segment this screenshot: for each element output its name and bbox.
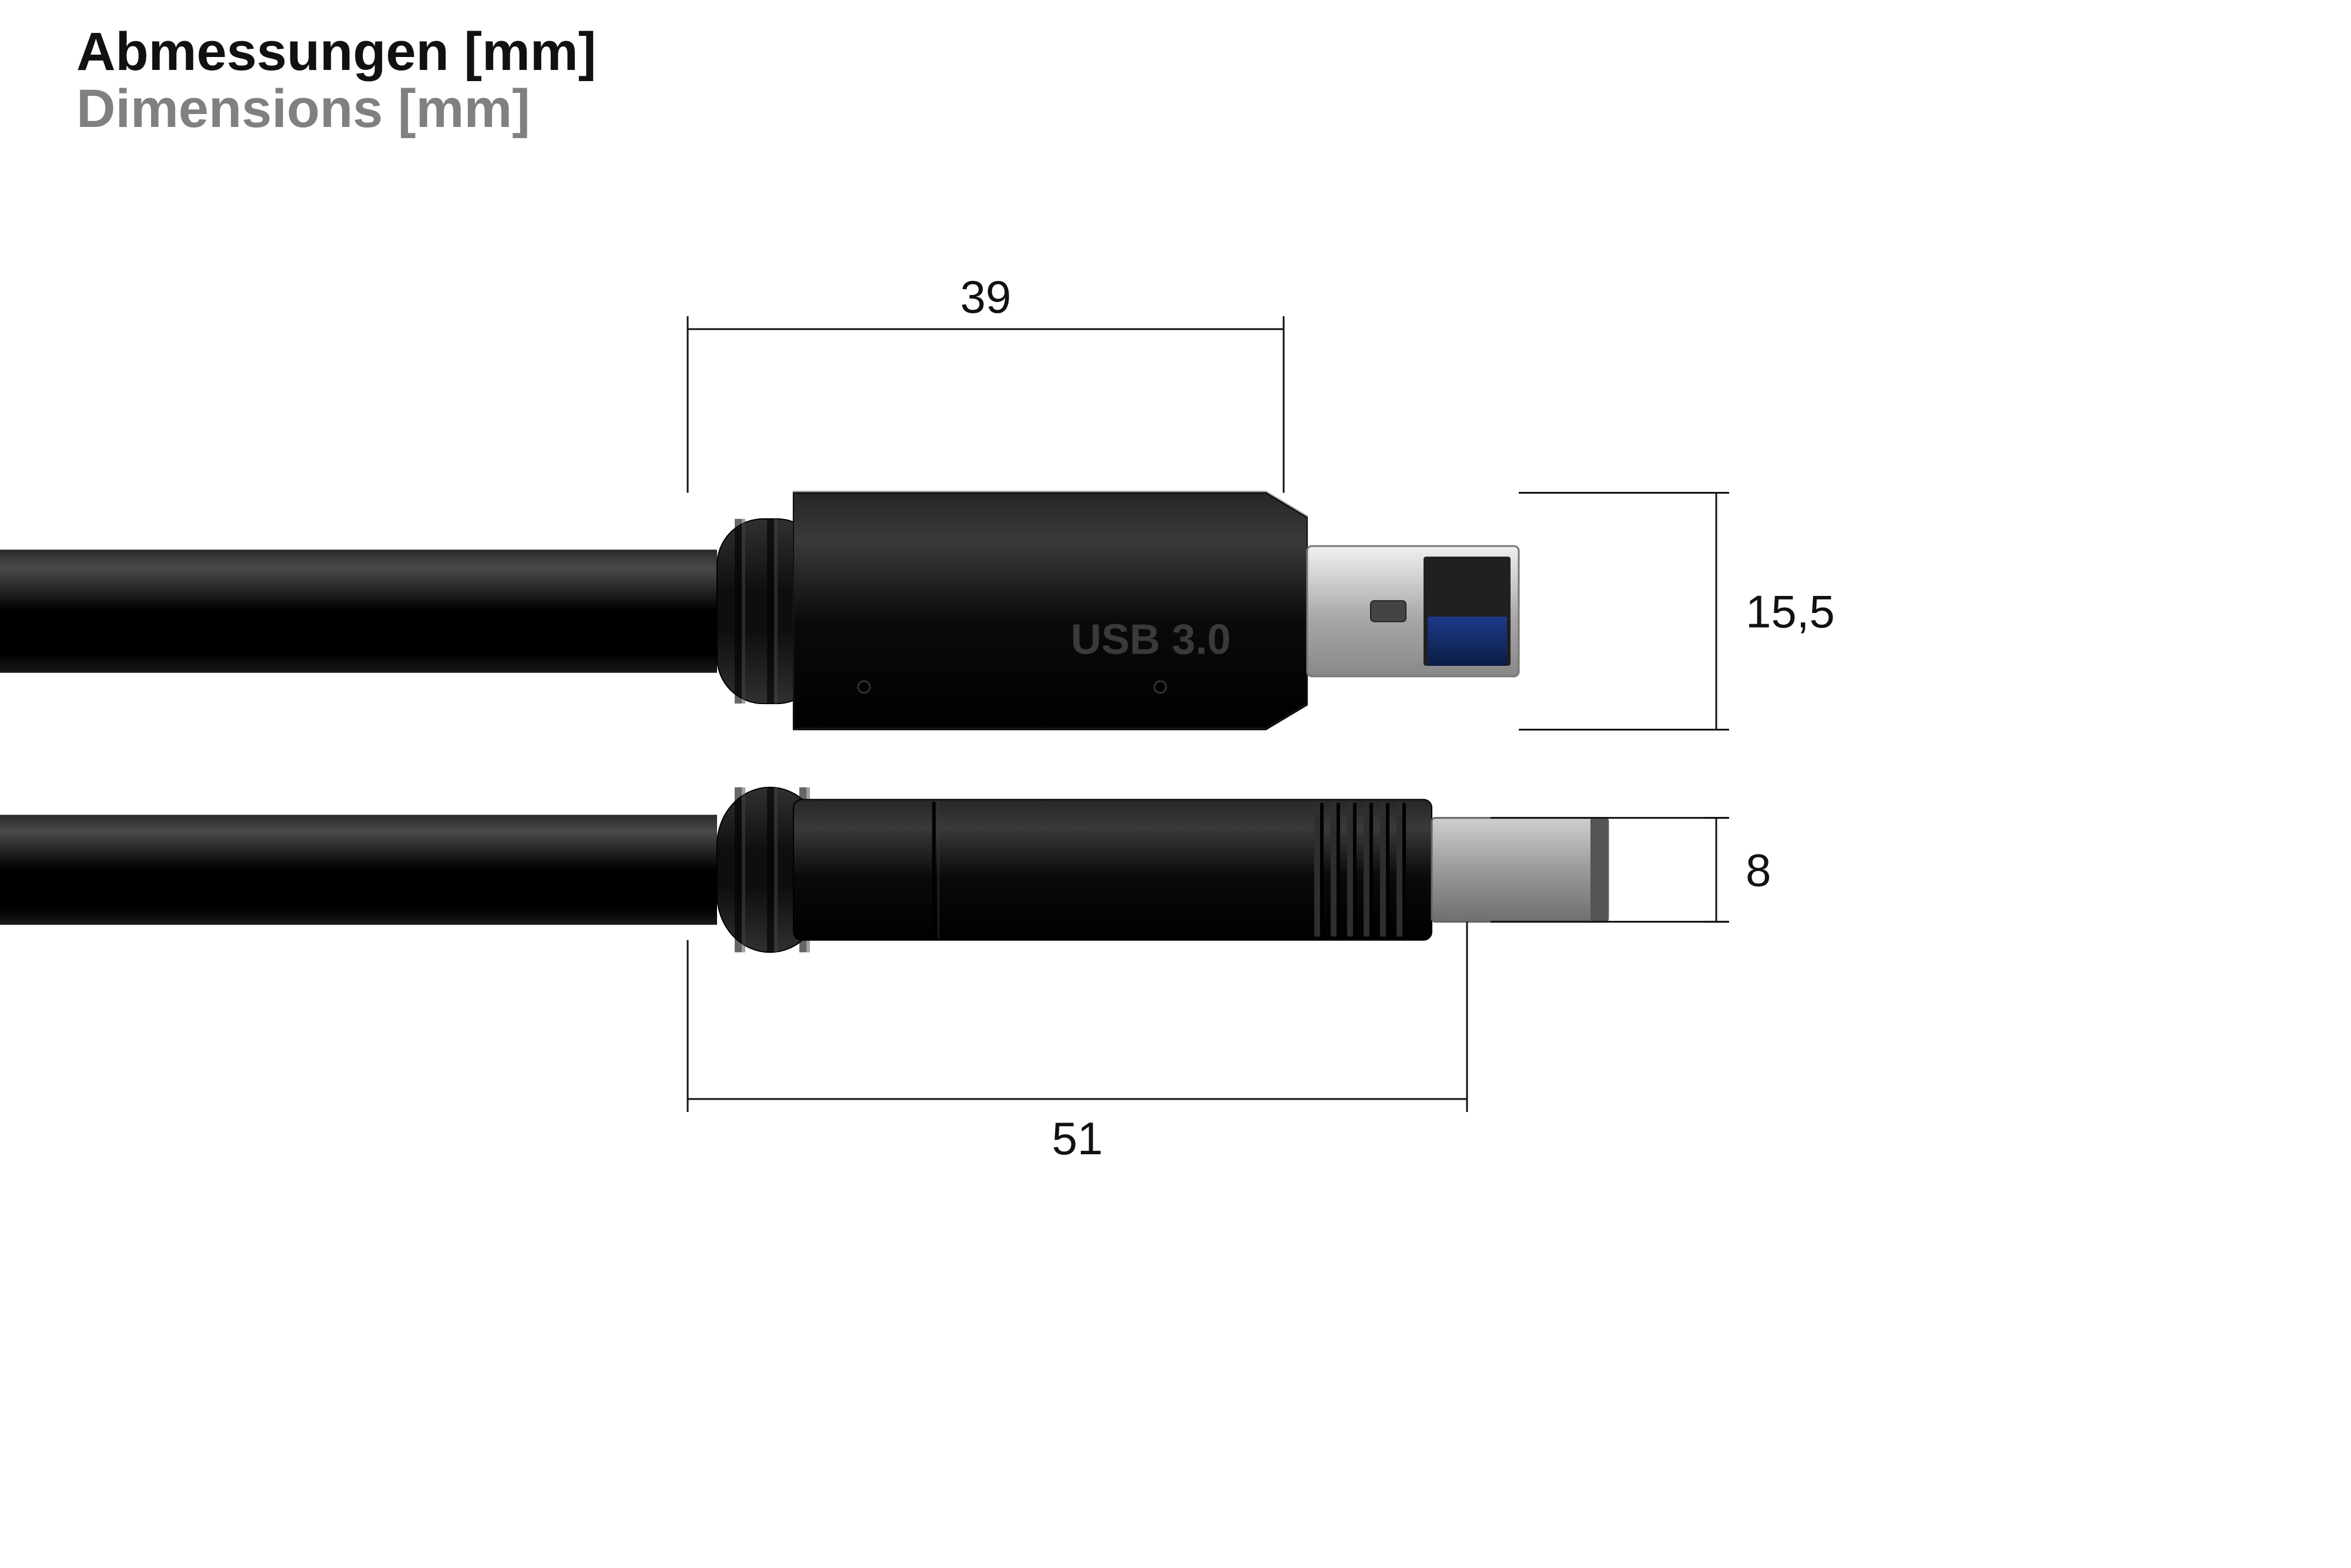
dimension-drawing: USB 3.0 39 51 15,5 8: [0, 0, 2351, 1568]
dim-top-width: 39: [688, 271, 1284, 342]
connector-label: USB 3.0: [1071, 617, 1231, 664]
svg-text:15,5: 15,5: [1746, 585, 1835, 637]
dim-side-height: 8: [1703, 818, 1771, 922]
dim-top-height: 15,5: [1703, 493, 1835, 730]
svg-text:51: 51: [1052, 1113, 1103, 1164]
dim-bottom-width: 51: [688, 1086, 1467, 1164]
svg-text:39: 39: [960, 271, 1012, 323]
svg-text:8: 8: [1746, 844, 1771, 896]
